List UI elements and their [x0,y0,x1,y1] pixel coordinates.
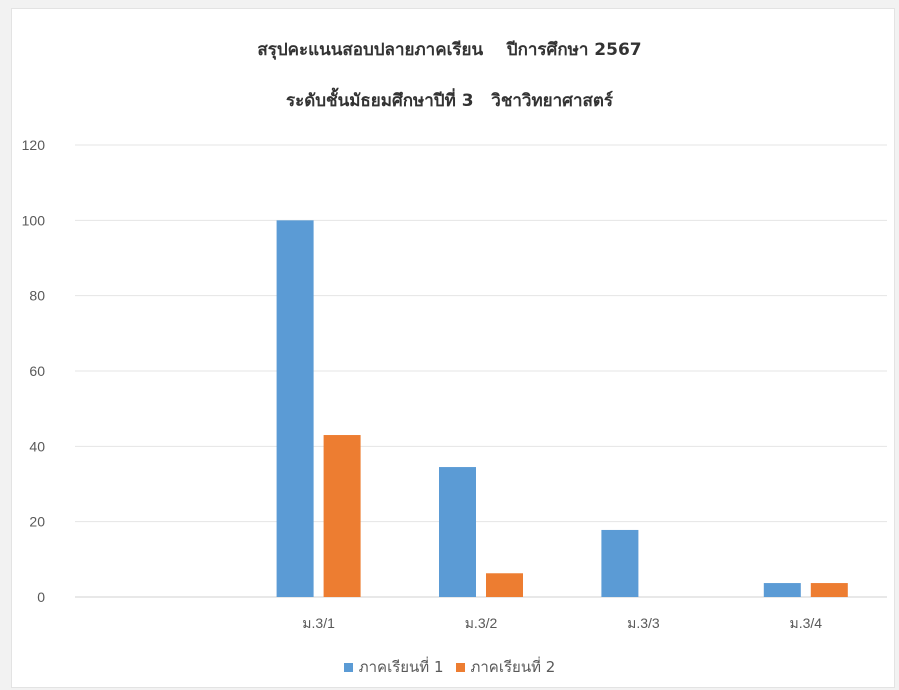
bar [486,573,523,597]
legend-swatch [455,662,465,672]
chart-title: สรุปคะแนนสอบปลายภาคเรียน ปีการศึกษา 2567 [257,40,642,60]
legend-label: ภาคเรียนที่ 2 [470,658,556,676]
bar [763,583,801,597]
y-tick-label: 120 [22,137,46,153]
y-tick-label: 60 [29,363,45,379]
bar [439,467,476,597]
legend-label: ภาคเรียนที่ 1 [358,658,444,676]
x-tick-label: ม.3/3 [627,615,660,631]
bar [276,220,314,598]
legend-item: ภาคเรียนที่ 1 [343,655,444,679]
bar [323,435,361,597]
y-tick-label: 100 [22,212,46,228]
y-tick-label: 80 [29,288,45,304]
y-tick-label: 40 [29,438,45,454]
y-tick-label: 20 [29,514,45,530]
chart-legend: ภาคเรียนที่ 1 ภาคเรียนที่ 2 [0,655,899,679]
legend-swatch [343,662,353,672]
x-tick-label: ม.3/2 [465,615,498,631]
x-tick-label: ม.3/1 [302,615,335,631]
bar [601,529,639,597]
y-tick-label: 0 [37,589,45,605]
legend-item: ภาคเรียนที่ 2 [455,655,556,679]
chart-subtitle: ระดับชั้นมัธยมศึกษาปีที่ 3 วิชาวิทยาศาสต… [285,91,614,111]
x-tick-label: ม.3/4 [790,615,823,631]
bar [810,583,848,597]
